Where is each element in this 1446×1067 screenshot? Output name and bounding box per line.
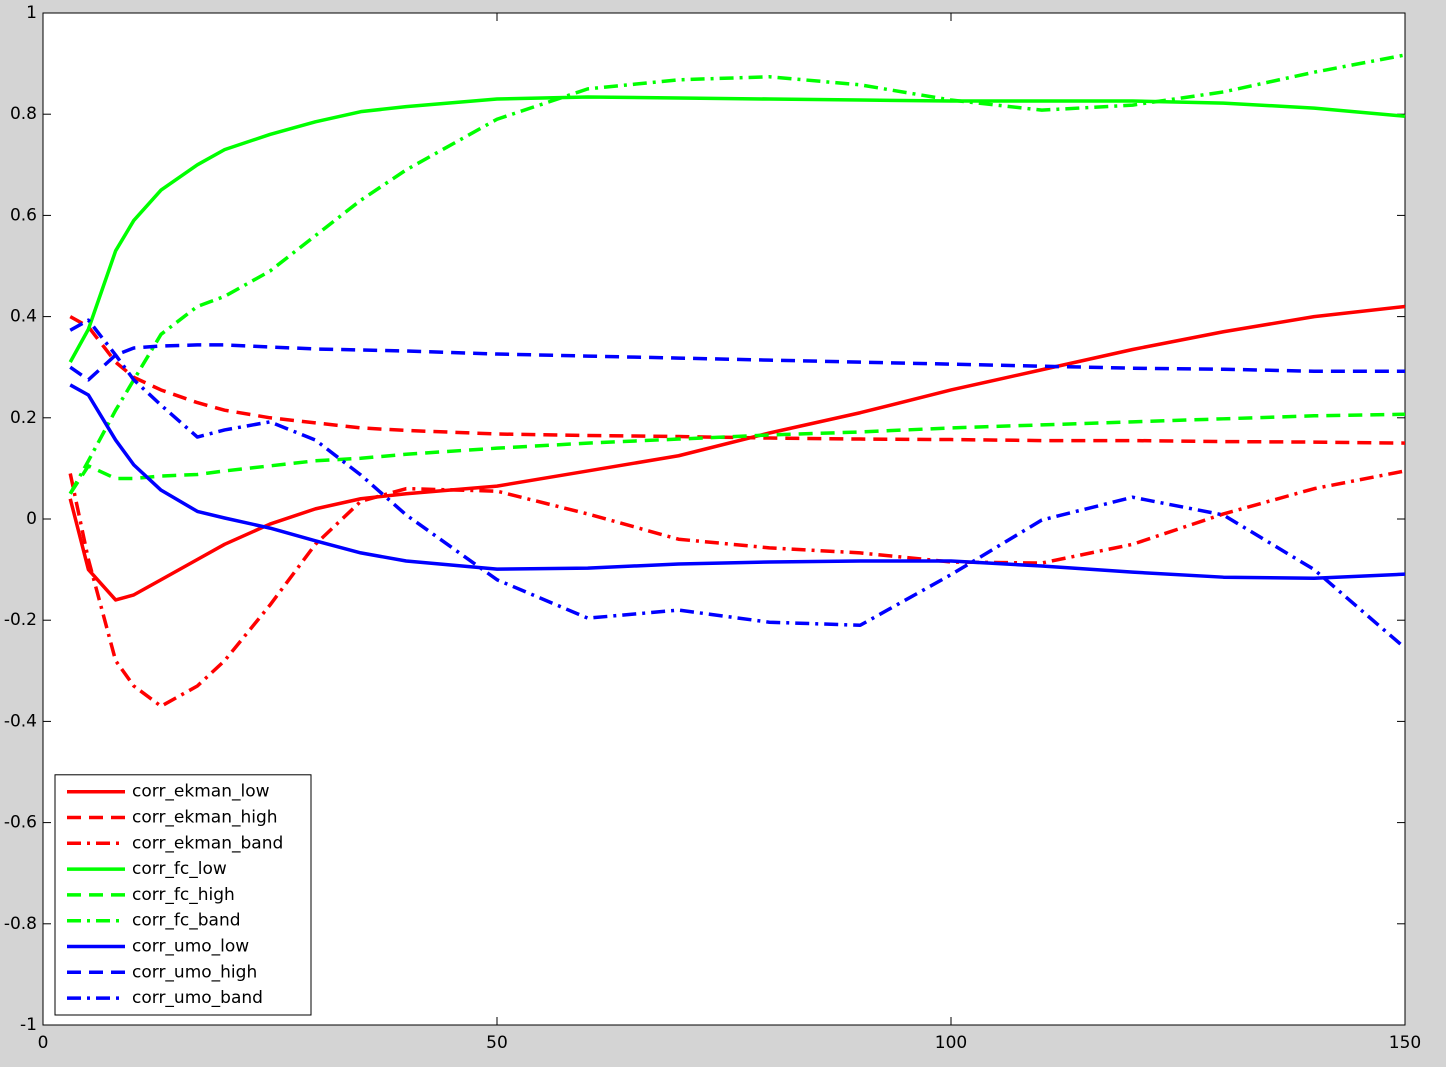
x-tick-label: 100 [935, 1033, 967, 1053]
legend-label: corr_ekman_low [132, 782, 270, 802]
y-tick-label: 0.2 [10, 408, 37, 428]
legend-label: corr_umo_high [132, 962, 257, 982]
series-line [68, 95, 1406, 363]
y-tick-label: -0.8 [4, 914, 37, 934]
x-tick-label: 50 [486, 1033, 508, 1053]
y-tick-label: -0.2 [4, 610, 37, 630]
y-tick-label: 0.6 [10, 205, 37, 225]
series-line [69, 318, 1407, 650]
legend-label: corr_ekman_band [132, 833, 283, 853]
x-tick-label: 150 [1389, 1033, 1421, 1053]
legend-label: corr_fc_high [132, 885, 235, 905]
series-line [69, 383, 1406, 580]
series-line [69, 343, 1405, 382]
legend-label: corr_fc_low [132, 859, 227, 879]
series-line [68, 469, 1406, 708]
y-tick-label: 1 [26, 3, 37, 23]
y-tick-label: 0.8 [10, 104, 37, 124]
y-tick-label: 0 [26, 509, 37, 529]
y-tick-label: -1 [20, 1015, 37, 1035]
legend-label: corr_fc_band [132, 911, 241, 931]
y-tick-label: 0.4 [10, 307, 37, 327]
legend-label: corr_umo_low [132, 937, 249, 957]
y-tick-label: -0.4 [4, 711, 37, 731]
x-tick-label: 0 [38, 1033, 49, 1053]
series-line [68, 53, 1406, 495]
y-tick-label: -0.6 [4, 813, 37, 833]
legend-label: corr_umo_band [132, 988, 263, 1008]
legend-label: corr_ekman_high [132, 808, 278, 828]
